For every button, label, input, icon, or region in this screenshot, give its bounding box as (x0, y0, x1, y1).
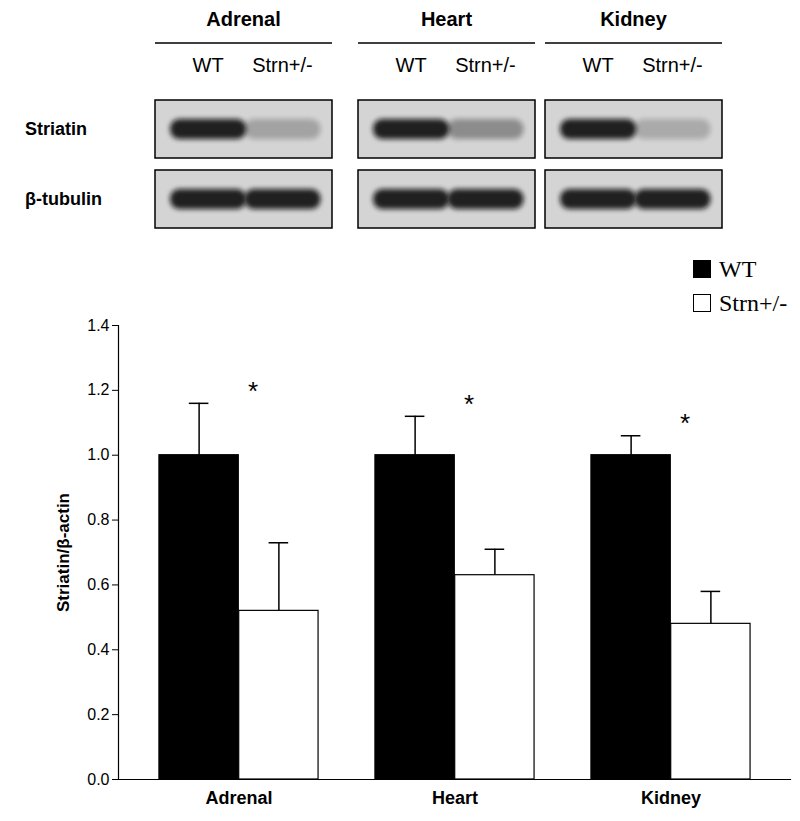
svg-text:Kidney: Kidney (641, 788, 701, 808)
svg-text:Adrenal: Adrenal (205, 788, 272, 808)
svg-text:0.8: 0.8 (87, 511, 109, 528)
svg-text:Adrenal: Adrenal (206, 8, 280, 30)
svg-text:1.4: 1.4 (87, 317, 109, 334)
svg-text:WT: WT (396, 54, 427, 76)
svg-text:1.0: 1.0 (87, 446, 109, 463)
svg-text:Strn+/-: Strn+/- (642, 54, 703, 76)
svg-text:0.6: 0.6 (87, 576, 109, 593)
svg-text:0.0: 0.0 (87, 771, 109, 788)
svg-text:WT: WT (583, 54, 614, 76)
svg-text:Kidney: Kidney (600, 8, 668, 30)
svg-text:*: * (248, 376, 258, 406)
svg-text:0.4: 0.4 (87, 641, 109, 658)
html-text:Strn+/-: Strn+/- (719, 289, 788, 316)
svg-text:Striatin: Striatin (25, 119, 87, 139)
svg-text:*: * (680, 408, 690, 438)
html-text:WT: WT (719, 255, 757, 282)
svg-text:Heart: Heart (421, 8, 472, 30)
svg-text:Strn+/-: Strn+/- (455, 54, 516, 76)
svg-text:Striatin/β-actin: Striatin/β-actin (54, 493, 73, 612)
svg-text:*: * (464, 389, 474, 419)
svg-text:1.2: 1.2 (87, 381, 109, 398)
svg-text:β-tubulin: β-tubulin (25, 189, 102, 209)
svg-text:Strn+/-: Strn+/- (252, 54, 313, 76)
svg-text:0.2: 0.2 (87, 706, 109, 723)
svg-text:Heart: Heart (432, 788, 478, 808)
svg-text:WT: WT (193, 54, 224, 76)
